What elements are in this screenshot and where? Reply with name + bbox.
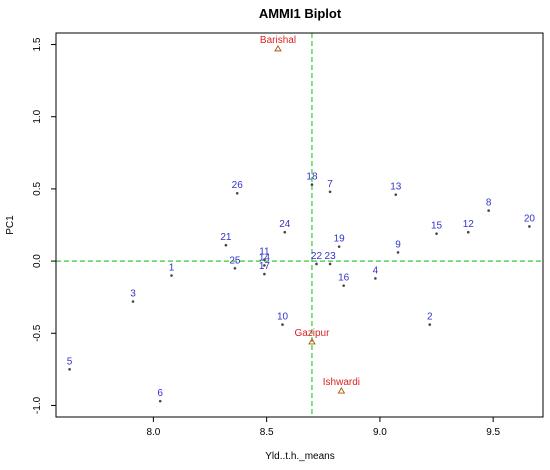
y-tick-label: 1.5	[32, 37, 43, 51]
environment-marker-ishwardi	[337, 387, 346, 394]
genotype-label-11: 11	[259, 247, 270, 258]
genotype-point-6	[158, 399, 162, 403]
genotype-label-13: 13	[390, 182, 402, 193]
genotype-point-3	[131, 300, 135, 303]
genotype-point-24	[283, 230, 287, 234]
genotype-point-13	[394, 193, 398, 196]
genotype-point-21	[224, 243, 228, 247]
reference-lines	[56, 33, 543, 417]
genotype-label-1: 1	[169, 263, 175, 274]
environment-label-gazipur: Gazipur	[294, 328, 330, 339]
genotype-label-26: 26	[232, 180, 244, 191]
genotype-label-9: 9	[395, 239, 401, 250]
environment-label-ishwardi: Ishwardi	[323, 377, 360, 388]
genotype-point-22	[315, 262, 318, 266]
chart-title: AMMI1 Biplot	[259, 6, 342, 21]
genotype-point-19	[337, 245, 341, 248]
genotype-label-16: 16	[338, 273, 350, 284]
x-tick-label: 8.0	[146, 427, 160, 438]
genotype-label-7: 7	[327, 179, 333, 190]
x-tick-label: 9.5	[486, 427, 500, 438]
genotype-point-2	[428, 323, 432, 326]
environment-marker-barishal	[274, 45, 282, 52]
y-tick-label: 1.0	[32, 109, 43, 123]
genotype-label-12: 12	[463, 219, 475, 230]
genotype-label-10: 10	[277, 312, 289, 323]
genotype-point-9	[396, 251, 400, 254]
genotype-point-7	[328, 190, 332, 194]
y-tick-label: -1.0	[32, 396, 43, 414]
genotype-label-20: 20	[524, 213, 536, 224]
genotype-point-20	[528, 225, 531, 228]
y-tick-label: 0.0	[32, 254, 43, 268]
environment-label-barishal: Barishal	[260, 35, 296, 46]
genotype-label-14: 14	[259, 252, 271, 263]
genotype-point-16	[342, 284, 345, 287]
genotype-label-3: 3	[130, 289, 136, 300]
genotype-point-23	[328, 262, 332, 266]
genotype-label-8: 8	[486, 198, 492, 209]
genotype-label-22: 22	[311, 251, 323, 262]
genotype-label-18: 18	[306, 172, 318, 183]
genotype-point-12	[466, 230, 470, 234]
genotype-label-21: 21	[220, 232, 232, 243]
y-tick-label: -0.5	[32, 324, 43, 342]
genotype-point-17	[263, 272, 266, 276]
genotype-point-15	[435, 232, 438, 235]
genotype-point-18	[310, 183, 314, 186]
genotype-point-5	[68, 368, 71, 371]
x-tick-label: 9.0	[373, 427, 387, 438]
genotype-point-25	[233, 267, 237, 270]
genotype-label-19: 19	[334, 234, 346, 245]
genotype-point-10	[281, 323, 284, 326]
genotype-label-17: 17	[259, 261, 271, 272]
y-tick-label: 0.5	[32, 182, 43, 196]
genotype-label-15: 15	[431, 221, 443, 232]
genotype-label-2: 2	[427, 312, 433, 323]
genotype-label-4: 4	[373, 265, 379, 276]
genotype-label-23: 23	[325, 251, 337, 262]
x-axis-label: Yld..t.h._means	[265, 451, 334, 462]
x-tick-label: 8.5	[260, 427, 274, 438]
plot-frame	[55, 32, 544, 418]
y-axis-ticks: -1.0 -0.5 0.0 0.5 1.0 1.5	[32, 37, 56, 414]
genotype-label-25: 25	[229, 255, 241, 266]
environment-series: Barishal Gazipur Ishwardi	[260, 35, 360, 394]
genotype-point-26	[235, 191, 239, 195]
environment-marker-gazipur	[308, 338, 316, 345]
genotype-point-8	[487, 209, 490, 212]
genotype-label-5: 5	[67, 356, 73, 367]
genotype-point-4	[374, 277, 377, 280]
x-axis-ticks: 8.0 8.5 9.0 9.5	[146, 417, 501, 438]
genotype-label-6: 6	[157, 388, 163, 399]
genotype-point-14	[263, 264, 266, 267]
genotype-point-11	[263, 258, 266, 261]
genotype-label-24: 24	[279, 219, 291, 230]
y-axis-label: PC1	[5, 215, 16, 235]
genotype-point-1	[170, 274, 173, 277]
